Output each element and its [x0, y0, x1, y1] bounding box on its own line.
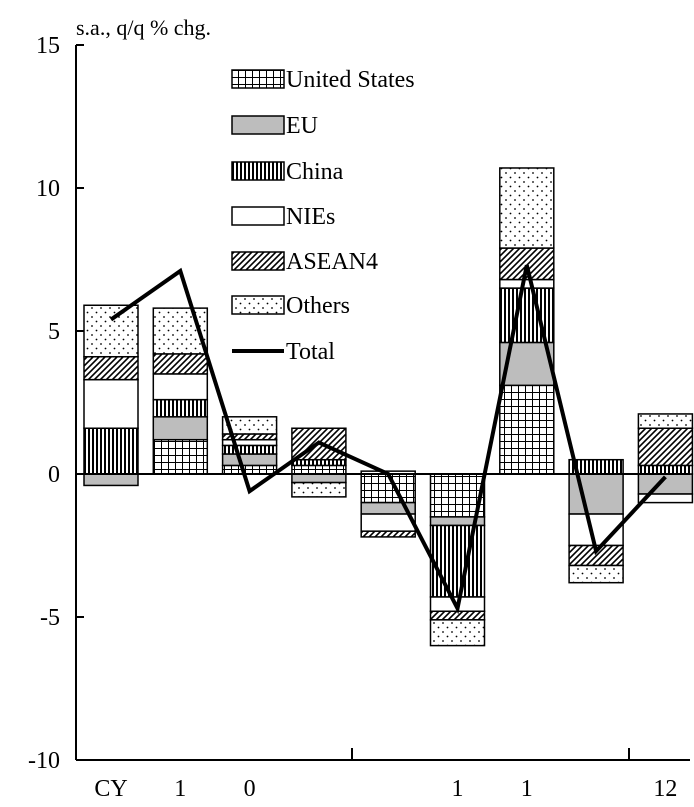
y-tick-label: 15: [36, 33, 60, 59]
bar-segment-others: [429, 619, 486, 647]
y-tick-label: 5: [48, 319, 60, 345]
legend-label: ASEAN4: [286, 249, 378, 275]
bar-segment-eu: [221, 453, 278, 467]
bar-segment-united-states: [221, 464, 278, 475]
bar-segment-asean4: [83, 355, 139, 381]
bar-segment-china: [83, 427, 139, 475]
bar-segment-others: [637, 413, 694, 429]
bar-segment-asean4: [360, 530, 416, 538]
legend-label: China: [286, 159, 344, 185]
legend-swatch-others: [231, 295, 285, 315]
x-tick-label: 1: [521, 776, 533, 802]
bars-layer: [83, 167, 694, 647]
legend-label: United States: [286, 67, 415, 93]
x-tick-label: 1: [452, 776, 464, 802]
bar-segment-nies: [637, 493, 694, 504]
bar-segment-united-states: [360, 473, 416, 504]
bar-segment-others: [221, 416, 278, 435]
bar-segment-eu: [291, 473, 347, 484]
bar-segment-china: [152, 398, 209, 418]
bar-segment-others: [568, 564, 624, 584]
bar-segment-china: [637, 464, 694, 475]
bar-segment-asean4: [152, 353, 209, 375]
legend-label: Total: [286, 339, 335, 365]
bar-segment-others: [83, 304, 139, 358]
bar-segment-asean4: [499, 247, 555, 281]
y-tick-label: -5: [40, 605, 60, 631]
legend-label: Others: [286, 293, 350, 319]
bar-segment-china: [429, 524, 486, 598]
legend-swatch-china: [231, 161, 285, 181]
legend-swatch-eu: [231, 115, 285, 135]
bar-segment-united-states: [152, 438, 209, 475]
x-tick-label: 0: [244, 776, 256, 802]
y-tick-label: 0: [48, 462, 60, 488]
x-tick-label: 1: [174, 776, 186, 802]
bar-segment-china: [499, 287, 555, 344]
x-axis-ticks: [351, 748, 630, 760]
legend-swatch-asean4: [231, 251, 285, 271]
bar-segment-united-states: [499, 384, 555, 475]
legend-swatch-united-states: [231, 69, 285, 89]
bar-segment-eu: [152, 416, 209, 441]
x-axis-labels: CY 1 0 1 1 12: [94, 776, 677, 802]
bar-segment-eu: [83, 473, 139, 487]
y-tick-label: -10: [28, 748, 60, 774]
bar-segment-nies: [360, 513, 416, 532]
legend-label: NIEs: [286, 204, 335, 230]
legend: United States EU China NIEs ASEAN4 Others Tota…: [231, 67, 415, 365]
bar-segment-others: [152, 307, 209, 355]
bar-segment-nies: [83, 378, 139, 429]
bar-segment-others: [291, 481, 347, 498]
bar-segment-nies: [152, 373, 209, 401]
legend-label: EU: [286, 113, 318, 139]
bar-segment-united-states: [291, 464, 347, 475]
bar-segment-nies: [499, 278, 555, 289]
x-tick-label: CY: [94, 776, 127, 802]
bar-segment-others: [499, 167, 555, 249]
y-axis-unit-label: s.a., q/q % chg.: [76, 15, 211, 40]
bar-segment-nies: [221, 438, 278, 447]
y-tick-label: 10: [36, 176, 60, 202]
bar-segment-asean4: [637, 427, 694, 467]
bar-segment-china: [221, 444, 278, 455]
x-tick-label: 12: [653, 776, 677, 802]
legend-swatch-nies: [231, 206, 285, 226]
bar-segment-china: [291, 458, 347, 467]
